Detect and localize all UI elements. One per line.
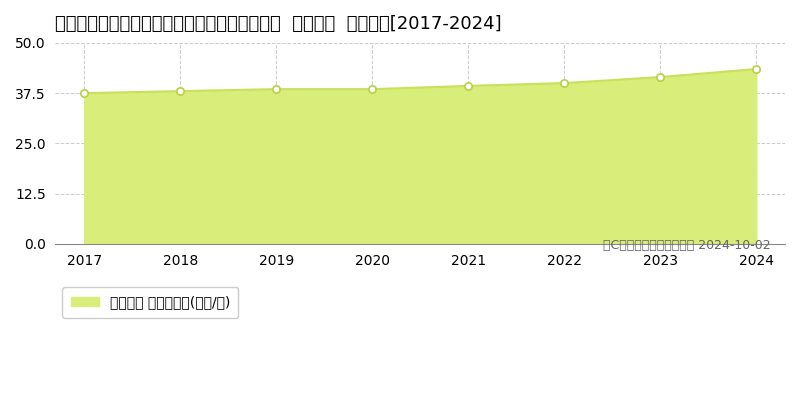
Point (654, 74, 666, 80)
Legend: 基準地価 平均坪単価(万円/坪): 基準地価 平均坪単価(万円/坪) (62, 287, 238, 318)
Text: （C）土地価格ドットコム 2024-10-02: （C）土地価格ドットコム 2024-10-02 (602, 239, 770, 252)
Point (366, 86, 378, 92)
Point (462, 83, 474, 89)
Point (750, 66, 762, 72)
Text: 新潟県新潟市中央区出来島２丁目２８１番１外  基準地価  地価推移[2017-2024]: 新潟県新潟市中央区出来島２丁目２８１番１外 基準地価 地価推移[2017-202… (55, 15, 502, 33)
Point (174, 88, 186, 94)
Point (558, 80, 570, 86)
Point (78, 90, 90, 96)
Point (270, 86, 282, 92)
